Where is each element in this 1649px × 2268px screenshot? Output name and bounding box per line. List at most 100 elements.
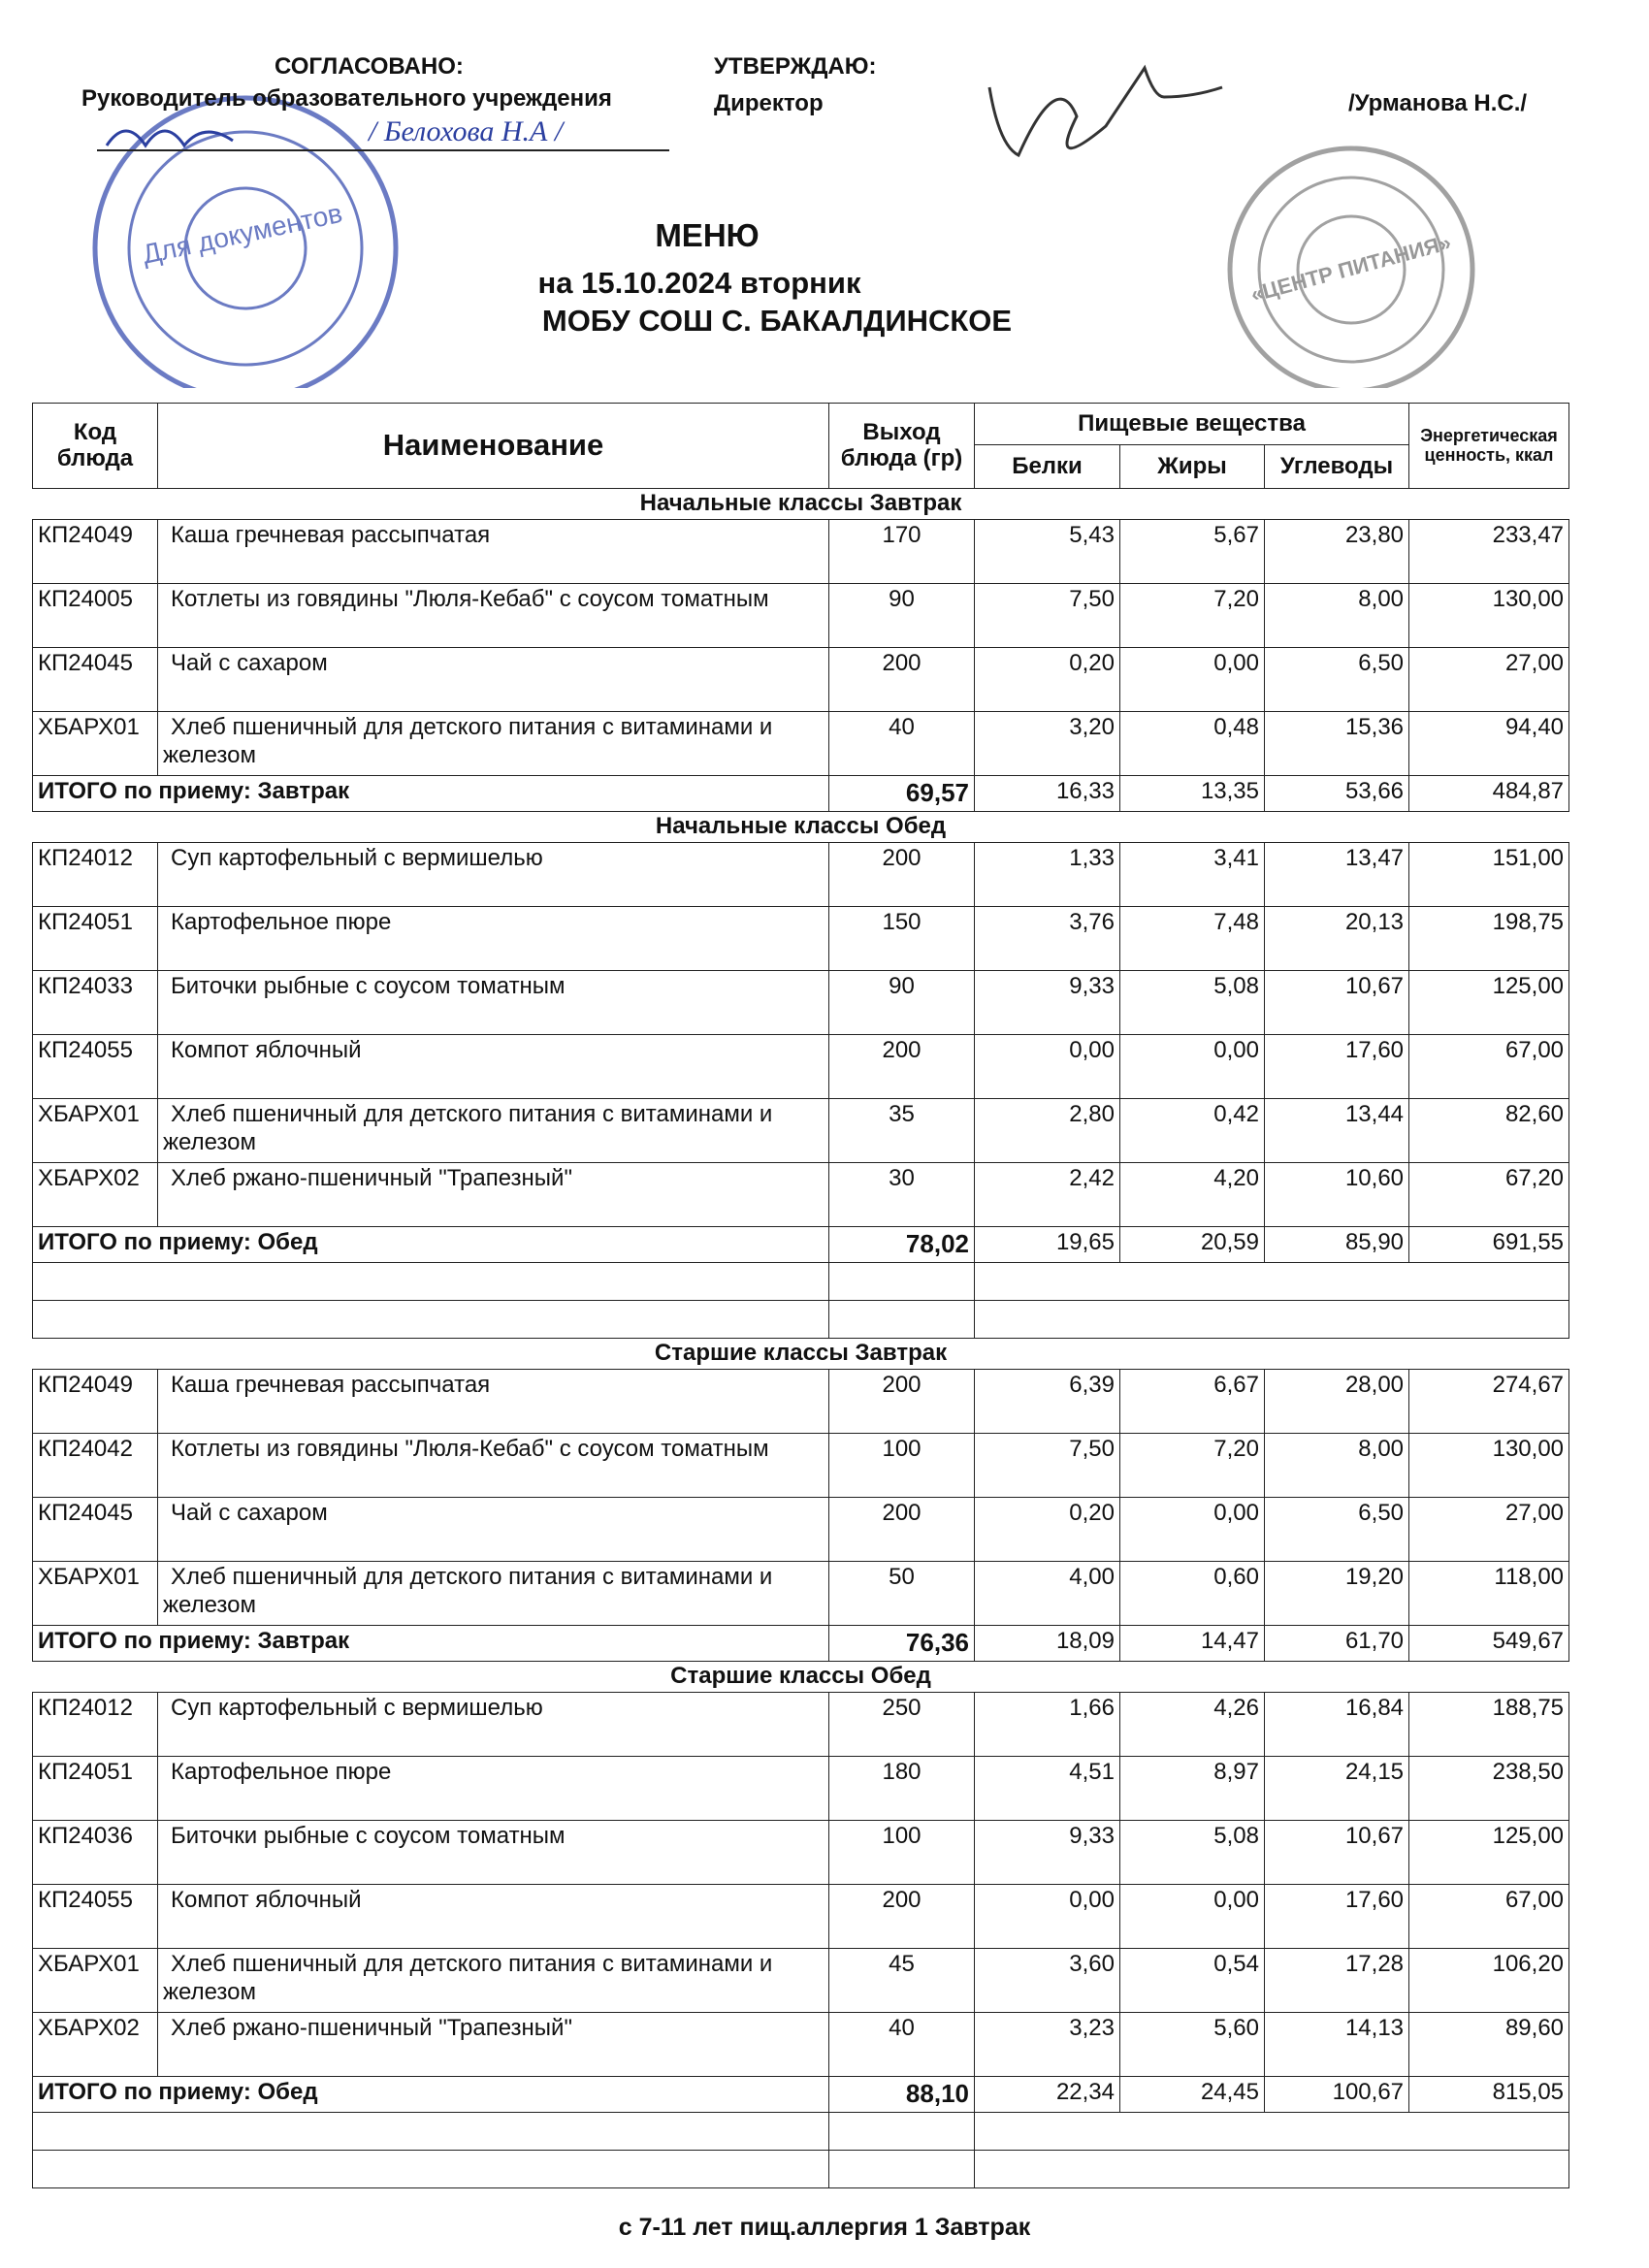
dish-code: КП24036 bbox=[32, 1820, 158, 1885]
value-cell: 3,41 bbox=[1119, 842, 1265, 907]
total-value: 16,33 bbox=[974, 775, 1120, 812]
header-cell: Код блюда bbox=[32, 403, 158, 489]
total-row: ИТОГО по приему: Обед 88,10 22,34 24,45 100,… bbox=[32, 2076, 1570, 2113]
total-value: 20,59 bbox=[1119, 1226, 1265, 1263]
value-cell: 20,13 bbox=[1263, 906, 1410, 971]
dish-code: КП24051 bbox=[32, 1756, 158, 1821]
dish-code: КП24012 bbox=[32, 842, 158, 907]
value-cell: 2,80 bbox=[974, 1098, 1120, 1163]
value-cell: 100 bbox=[828, 1820, 975, 1885]
section-title: Начальные классы Обед bbox=[32, 811, 1569, 843]
dish-code: КП24055 bbox=[32, 1034, 158, 1099]
item-row: КП24049 Каша гречневая рассыпчатая 200 6,39… bbox=[32, 1369, 1570, 1434]
dish-name: Хлеб пшеничный для детского питания с ви… bbox=[157, 1098, 829, 1163]
dish-name: Суп картофельный с вермишелью bbox=[157, 842, 829, 907]
value-cell: 3,76 bbox=[974, 906, 1120, 971]
value-cell: 0,20 bbox=[974, 1497, 1120, 1562]
value-cell: 67,00 bbox=[1408, 1884, 1570, 1949]
item-row: КП24012 Суп картофельный с вермишелью 200 1… bbox=[32, 842, 1570, 907]
total-value: 24,45 bbox=[1119, 2076, 1265, 2113]
value-cell: 8,00 bbox=[1263, 583, 1410, 648]
value-cell: 151,00 bbox=[1408, 842, 1570, 907]
dish-code: ХБАРХ01 bbox=[32, 711, 158, 776]
value-cell: 100 bbox=[828, 1433, 975, 1498]
total-value: 69,57 bbox=[828, 775, 975, 812]
section-row: Начальные классы Завтрак bbox=[32, 488, 1569, 520]
value-cell: 188,75 bbox=[1408, 1692, 1570, 1757]
dish-code: КП24012 bbox=[32, 1692, 158, 1757]
total-value: 22,34 bbox=[974, 2076, 1120, 2113]
total-value: 14,47 bbox=[1119, 1625, 1265, 1662]
value-cell: 0,60 bbox=[1119, 1561, 1265, 1626]
section-title: Старшие классы Завтрак bbox=[32, 1338, 1569, 1370]
director-signature bbox=[987, 64, 1223, 158]
item-row: ХБАРХ02 Хлеб ржано-пшеничный "Трапезный" 4… bbox=[32, 2012, 1570, 2077]
dish-code: ХБАРХ02 bbox=[32, 1162, 158, 1227]
empty-cell bbox=[32, 2150, 829, 2188]
item-row: ХБАРХ01 Хлеб пшеничный для детского питан… bbox=[32, 1098, 1570, 1163]
value-cell: 233,47 bbox=[1408, 519, 1570, 584]
header-cell: Наименование bbox=[157, 403, 829, 489]
value-cell: 1,66 bbox=[974, 1692, 1120, 1757]
dish-name: Биточки рыбные с соусом томатным bbox=[157, 1820, 829, 1885]
value-cell: 35 bbox=[828, 1098, 975, 1163]
value-cell: 5,08 bbox=[1119, 1820, 1265, 1885]
total-row: ИТОГО по приему: Обед 78,02 19,65 20,59 85,9… bbox=[32, 1226, 1570, 1263]
dish-name: Чай с сахаром bbox=[157, 647, 829, 712]
value-cell: 7,20 bbox=[1119, 583, 1265, 648]
value-cell: 200 bbox=[828, 1497, 975, 1562]
school: МОБУ СОШ С. БАКАЛДИНСКОЕ bbox=[541, 304, 1013, 338]
value-cell: 27,00 bbox=[1408, 647, 1570, 712]
total-value: 19,65 bbox=[974, 1226, 1120, 1263]
menu-table: Код блюда Наименование Выход блюда (гр) … bbox=[32, 403, 1570, 2188]
value-cell: 10,67 bbox=[1263, 1820, 1410, 1885]
value-cell: 0,00 bbox=[1119, 1034, 1265, 1099]
total-value: 53,66 bbox=[1263, 775, 1410, 812]
value-cell: 16,84 bbox=[1263, 1692, 1410, 1757]
dish-code: ХБАРХ01 bbox=[32, 1098, 158, 1163]
value-cell: 4,00 bbox=[974, 1561, 1120, 1626]
value-cell: 30 bbox=[828, 1162, 975, 1227]
dish-name: Картофельное пюре bbox=[157, 1756, 829, 1821]
item-row: КП24055 Компот яблочный 200 0,00 0,00 17,60 67… bbox=[32, 1884, 1570, 1949]
total-value: 100,67 bbox=[1263, 2076, 1410, 2113]
handwritten-name: / Белохова Н.А / bbox=[367, 115, 566, 147]
value-cell: 90 bbox=[828, 970, 975, 1035]
empty-cell bbox=[828, 1262, 975, 1301]
value-cell: 0,00 bbox=[974, 1884, 1120, 1949]
title: МЕНЮ bbox=[655, 217, 760, 253]
dish-code: ХБАРХ01 bbox=[32, 1561, 158, 1626]
total-row: ИТОГО по приему: Завтрак 69,57 16,33 13,35 5… bbox=[32, 775, 1570, 812]
value-cell: 7,50 bbox=[974, 583, 1120, 648]
empty-cell bbox=[828, 2112, 975, 2151]
total-value: 815,05 bbox=[1408, 2076, 1570, 2113]
empty-cell bbox=[828, 2150, 975, 2188]
value-cell: 13,44 bbox=[1263, 1098, 1410, 1163]
value-cell: 0,00 bbox=[1119, 1497, 1265, 1562]
header-cell: Жиры bbox=[1119, 444, 1265, 489]
empty-cell bbox=[973, 2112, 1570, 2151]
value-cell: 238,50 bbox=[1408, 1756, 1570, 1821]
dish-name: Суп картофельный с вермишелью bbox=[157, 1692, 829, 1757]
empty-row bbox=[32, 1262, 1570, 1301]
value-cell: 7,20 bbox=[1119, 1433, 1265, 1498]
item-row: КП24045 Чай с сахаром 200 0,20 0,00 6,50 27,00 bbox=[32, 1497, 1570, 1562]
stamps-layer: Для документов «ЦЕНТР ПИТАНИЯ» / Белохов… bbox=[92, 64, 1475, 388]
value-cell: 82,60 bbox=[1408, 1098, 1570, 1163]
value-cell: 0,00 bbox=[1119, 647, 1265, 712]
dish-name: Хлеб ржано-пшеничный "Трапезный" bbox=[157, 1162, 829, 1227]
total-label: ИТОГО по приему: Завтрак bbox=[32, 775, 829, 812]
value-cell: 5,43 bbox=[974, 519, 1120, 584]
value-cell: 150 bbox=[828, 906, 975, 971]
total-value: 484,87 bbox=[1408, 775, 1570, 812]
item-row: КП24033 Биточки рыбные с соусом томатным 9… bbox=[32, 970, 1570, 1035]
value-cell: 1,33 bbox=[974, 842, 1120, 907]
approve-name: /Урманова Н.С./ bbox=[1348, 90, 1528, 116]
value-cell: 0,54 bbox=[1119, 1948, 1265, 2013]
item-row: ХБАРХ01 Хлеб пшеничный для детского питан… bbox=[32, 1948, 1570, 2013]
empty-cell bbox=[973, 1300, 1570, 1339]
total-value: 691,55 bbox=[1408, 1226, 1570, 1263]
dish-name: Каша гречневая рассыпчатая bbox=[157, 519, 829, 584]
total-value: 549,67 bbox=[1408, 1625, 1570, 1662]
dish-code: КП24055 bbox=[32, 1884, 158, 1949]
